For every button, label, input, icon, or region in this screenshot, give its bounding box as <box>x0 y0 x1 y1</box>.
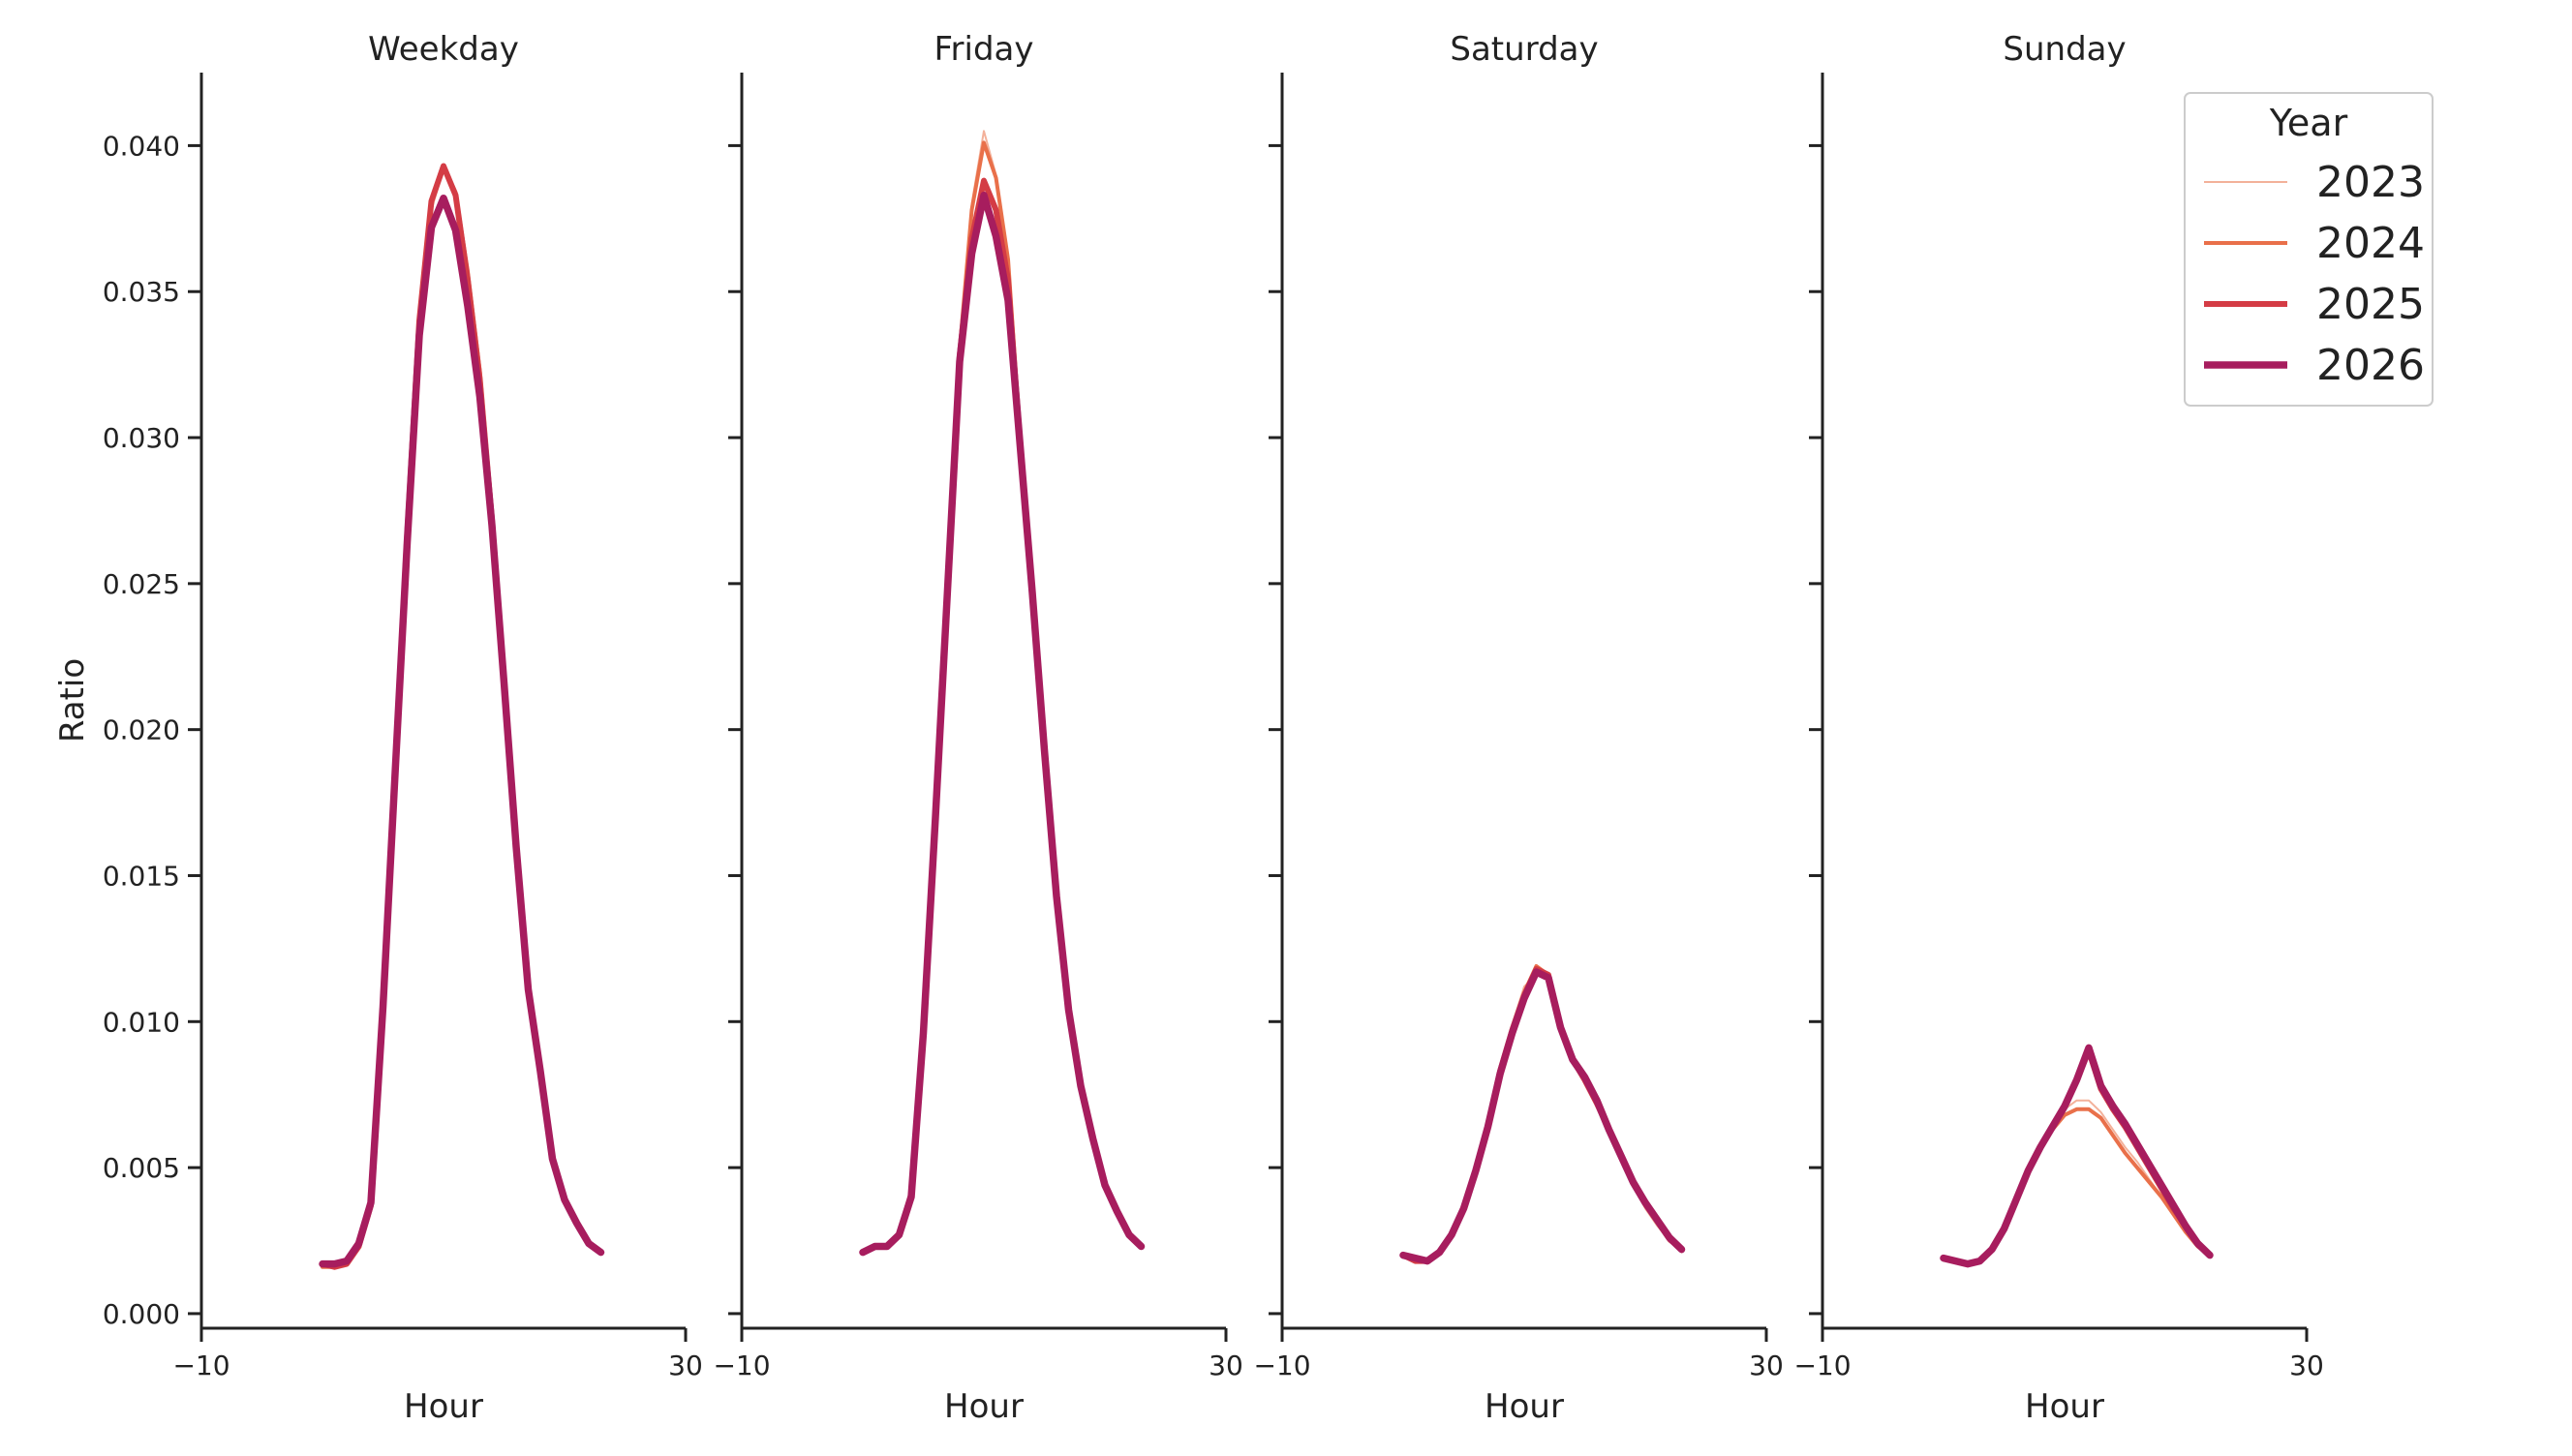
series-line-2026 <box>1940 1044 2214 1268</box>
x-axis-label: Hour <box>1485 1387 1564 1426</box>
y-tick-label: 0.015 <box>103 860 180 892</box>
panel-saturday: Saturday −10 30 Hour <box>1253 30 1783 1426</box>
legend-label: 2024 <box>2316 219 2425 268</box>
panel-sunday: Sunday −10 30 Hour <box>1793 30 2323 1426</box>
series-line-2024 <box>1401 964 1684 1263</box>
panel-weekday: Weekday 0.000 0.005 0.010 0.015 0.020 0.025 0.0… <box>103 30 703 1426</box>
y-tick-label: 0.005 <box>103 1152 180 1184</box>
y-tick-label: 0.000 <box>103 1298 180 1330</box>
y-tick-label: 0.020 <box>103 714 180 746</box>
series-line-2025 <box>320 163 604 1270</box>
panel-title: Sunday <box>2003 30 2126 69</box>
y-tick-label: 0.040 <box>103 130 180 162</box>
series-line-2023 <box>1943 1099 2211 1265</box>
series-line-2026 <box>319 194 605 1268</box>
series-line-2026 <box>1399 968 1686 1265</box>
legend-box <box>2184 92 2434 407</box>
panel-title: Saturday <box>1450 30 1598 69</box>
y-tick-label: 0.025 <box>103 568 180 600</box>
y-tick-label: 0.035 <box>103 276 180 308</box>
legend: Year 2023 2024 2025 2026 <box>2184 92 2434 407</box>
legend-label: 2026 <box>2316 341 2425 390</box>
legend-title: Year <box>2269 102 2348 144</box>
panel-title: Friday <box>934 30 1033 69</box>
y-tick-label: 0.030 <box>103 422 180 454</box>
series-line-2023 <box>1402 974 1683 1262</box>
series-line-2026 <box>859 191 1146 1257</box>
legend-label: 2025 <box>2316 280 2425 329</box>
series-line-2024 <box>321 164 603 1269</box>
x-axis-label: Hour <box>404 1387 483 1426</box>
legend-label: 2023 <box>2316 158 2425 207</box>
x-tick-label: −10 <box>172 1350 230 1381</box>
x-tick-label: −10 <box>1253 1350 1310 1381</box>
series-line-2025 <box>860 177 1145 1256</box>
x-tick-label: −10 <box>1793 1350 1851 1381</box>
series-line-2024 <box>1942 1107 2212 1266</box>
x-tick-label: 30 <box>2289 1350 2324 1381</box>
series-line-2023 <box>322 167 602 1268</box>
x-tick-label: −10 <box>713 1350 770 1381</box>
panel-friday: Friday −10 30 Hour <box>713 30 1242 1426</box>
panel-title: Weekday <box>368 30 519 69</box>
x-tick-label: 30 <box>1209 1350 1243 1381</box>
series-line-2023 <box>862 130 1143 1254</box>
x-axis-label: Hour <box>944 1387 1024 1426</box>
x-tick-label: 30 <box>668 1350 703 1381</box>
y-tick-label: 0.010 <box>103 1006 180 1038</box>
x-axis-label: Hour <box>2025 1387 2104 1426</box>
series-line-2025 <box>1400 966 1685 1264</box>
series-line-2024 <box>861 140 1144 1255</box>
y-axis-label: Ratio <box>53 658 92 743</box>
x-tick-label: 30 <box>1749 1350 1784 1381</box>
